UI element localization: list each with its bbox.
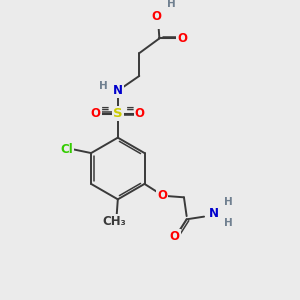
Text: =: = (101, 104, 110, 114)
Text: O: O (152, 10, 162, 23)
Text: H: H (224, 218, 233, 228)
Text: N: N (208, 207, 218, 220)
Text: S: S (113, 107, 123, 120)
Text: H: H (99, 81, 107, 91)
Text: H: H (167, 0, 176, 9)
Text: Cl: Cl (60, 142, 73, 155)
Text: =: = (125, 104, 134, 114)
Text: O: O (177, 32, 187, 45)
Text: CH₃: CH₃ (102, 215, 126, 228)
Text: O: O (135, 107, 145, 120)
Text: O: O (157, 190, 167, 202)
Text: N: N (113, 84, 123, 97)
Text: O: O (91, 107, 101, 120)
Text: H: H (224, 197, 233, 207)
Text: O: O (169, 230, 180, 243)
